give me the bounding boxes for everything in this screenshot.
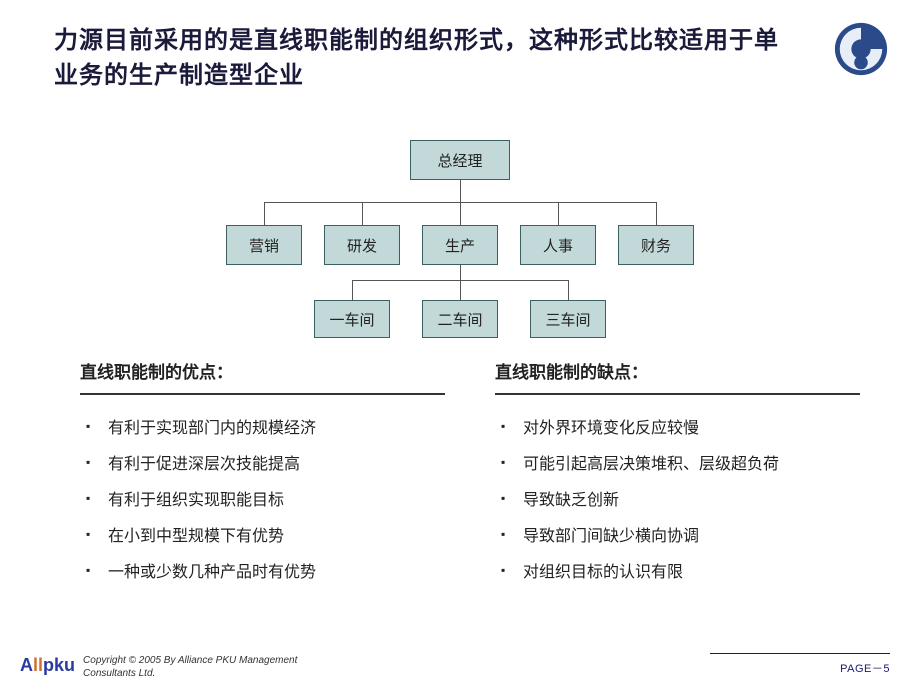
- footer-left: Allpku Copyright © 2005 By Alliance PKU …: [20, 655, 343, 680]
- advantages-heading: 直线职能制的优点：: [80, 358, 445, 395]
- org-node: 人事: [520, 225, 596, 265]
- footer-right: PAGE－5: [710, 653, 890, 676]
- org-node: 三车间: [530, 300, 606, 338]
- list-item: 导致部门间缺少横向协调: [495, 525, 860, 549]
- slide-title-area: 力源目前采用的是直线职能制的组织形式，这种形式比较适用于单业务的生产制造型企业: [54, 24, 800, 94]
- list-item: 对外界环境变化反应较慢: [495, 417, 860, 441]
- content-columns: 直线职能制的优点： 有利于实现部门内的规模经济有利于促进深层次技能提高有利于组织…: [80, 358, 860, 597]
- org-connector: [352, 280, 353, 300]
- slide-title: 力源目前采用的是直线职能制的组织形式，这种形式比较适用于单业务的生产制造型企业: [54, 24, 800, 94]
- org-connector: [460, 202, 461, 225]
- list-item: 有利于促进深层次技能提高: [80, 453, 445, 477]
- org-connector: [362, 202, 363, 225]
- org-node: 生产: [422, 225, 498, 265]
- list-item: 导致缺乏创新: [495, 489, 860, 513]
- list-item: 对组织目标的认识有限: [495, 561, 860, 585]
- org-connector: [460, 265, 461, 280]
- page-number: PAGE－5: [710, 660, 890, 676]
- org-connector: [656, 202, 657, 225]
- list-item: 一种或少数几种产品时有优势: [80, 561, 445, 585]
- advantages-column: 直线职能制的优点： 有利于实现部门内的规模经济有利于促进深层次技能提高有利于组织…: [80, 358, 445, 597]
- org-connector: [264, 202, 265, 225]
- org-connector: [568, 280, 569, 300]
- org-chart: 总经理营销研发生产人事财务一车间二车间三车间: [0, 130, 920, 345]
- list-item: 有利于实现部门内的规模经济: [80, 417, 445, 441]
- footer-logo: Allpku: [20, 655, 75, 676]
- org-node: 营销: [226, 225, 302, 265]
- org-node: 总经理: [410, 140, 510, 180]
- list-item: 在小到中型规模下有优势: [80, 525, 445, 549]
- org-node: 二车间: [422, 300, 498, 338]
- disadvantages-list: 对外界环境变化反应较慢可能引起高层决策堆积、层级超负荷导致缺乏创新导致部门间缺少…: [495, 417, 860, 585]
- disadvantages-heading: 直线职能制的缺点：: [495, 358, 860, 395]
- org-connector: [558, 202, 559, 225]
- company-logo: [832, 20, 890, 78]
- copyright-text: Copyright © 2005 By Alliance PKU Managem…: [83, 655, 343, 680]
- org-connector: [460, 280, 461, 300]
- disadvantages-column: 直线职能制的缺点： 对外界环境变化反应较慢可能引起高层决策堆积、层级超负荷导致缺…: [495, 358, 860, 597]
- org-node: 财务: [618, 225, 694, 265]
- list-item: 可能引起高层决策堆积、层级超负荷: [495, 453, 860, 477]
- org-connector: [460, 180, 461, 202]
- org-node: 研发: [324, 225, 400, 265]
- org-node: 一车间: [314, 300, 390, 338]
- advantages-list: 有利于实现部门内的规模经济有利于促进深层次技能提高有利于组织实现职能目标在小到中…: [80, 417, 445, 585]
- list-item: 有利于组织实现职能目标: [80, 489, 445, 513]
- footer-divider: [710, 653, 890, 654]
